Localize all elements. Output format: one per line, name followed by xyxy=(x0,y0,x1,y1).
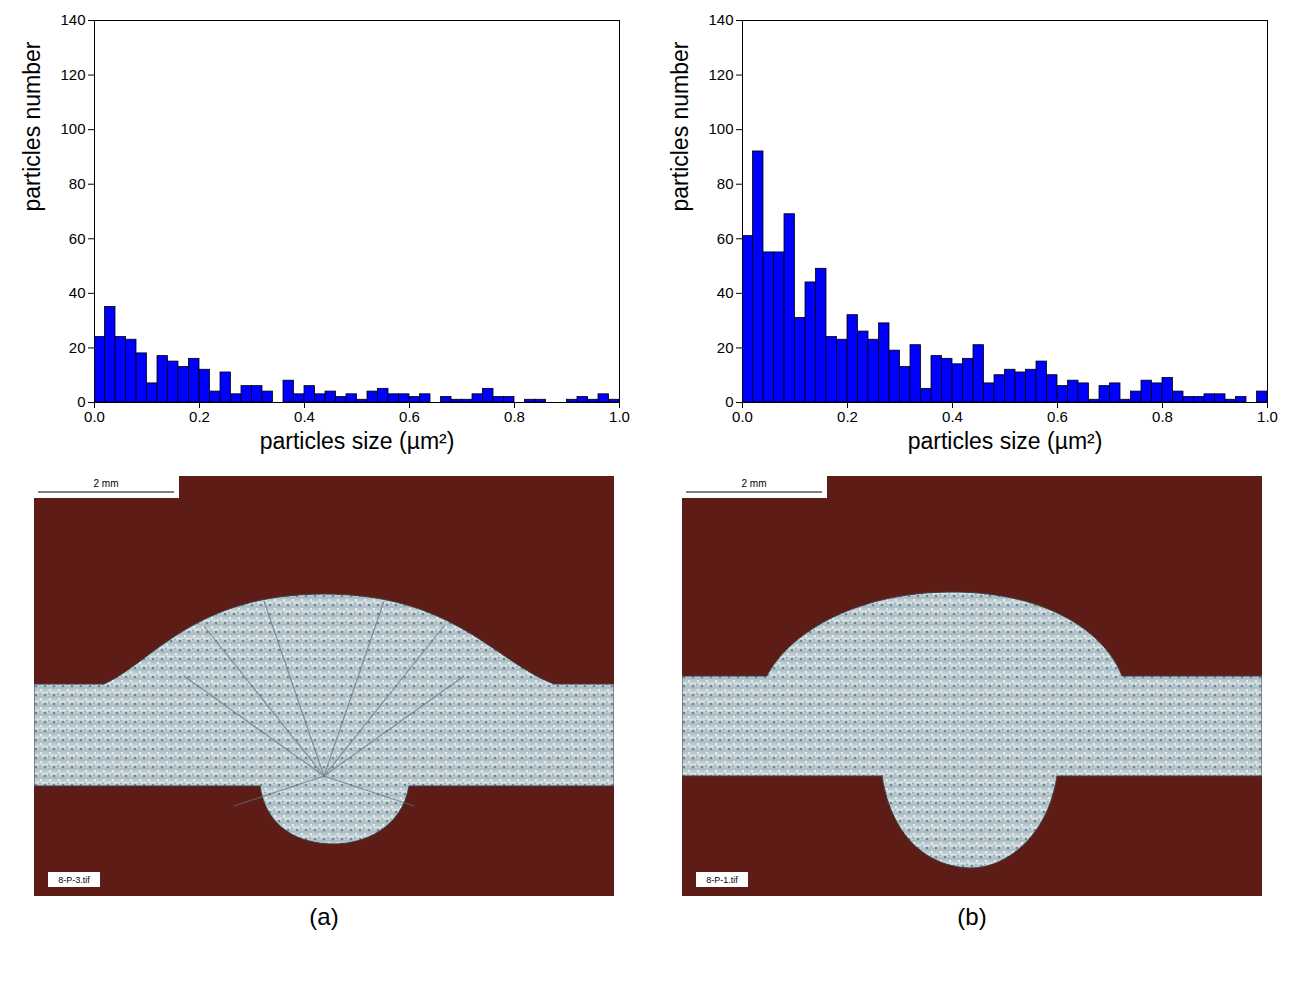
svg-text:100: 100 xyxy=(60,120,85,137)
svg-text:particles number: particles number xyxy=(19,41,45,211)
svg-text:particles size (µm²): particles size (µm²) xyxy=(908,428,1103,454)
svg-text:20: 20 xyxy=(717,339,734,356)
svg-text:8-P-1.tif: 8-P-1.tif xyxy=(706,875,738,885)
html-text:(b): (b) xyxy=(957,903,987,930)
svg-text:1.0: 1.0 xyxy=(609,408,630,425)
svg-text:0.2: 0.2 xyxy=(837,408,858,425)
svg-text:particles size (µm²): particles size (µm²) xyxy=(260,428,455,454)
svg-text:60: 60 xyxy=(717,230,734,247)
svg-text:80: 80 xyxy=(69,175,86,192)
svg-text:2 mm: 2 mm xyxy=(742,478,767,489)
svg-text:particles number: particles number xyxy=(667,41,693,211)
svg-text:0.8: 0.8 xyxy=(504,408,525,425)
svg-text:20: 20 xyxy=(69,339,86,356)
svg-text:100: 100 xyxy=(708,120,733,137)
svg-text:0.6: 0.6 xyxy=(399,408,420,425)
svg-text:0.2: 0.2 xyxy=(189,408,210,425)
svg-text:140: 140 xyxy=(708,11,733,28)
svg-text:0: 0 xyxy=(725,393,734,411)
svg-text:0.0: 0.0 xyxy=(732,408,753,425)
svg-text:40: 40 xyxy=(717,284,734,301)
svg-text:80: 80 xyxy=(717,175,734,192)
svg-text:1.0: 1.0 xyxy=(1257,408,1278,425)
svg-text:0: 0 xyxy=(77,393,86,411)
svg-text:40: 40 xyxy=(69,284,86,301)
svg-text:140: 140 xyxy=(60,11,85,28)
svg-text:0.4: 0.4 xyxy=(294,408,315,425)
svg-text:120: 120 xyxy=(708,66,733,83)
svg-text:0.4: 0.4 xyxy=(942,408,963,425)
svg-text:8-P-3.tif: 8-P-3.tif xyxy=(58,875,90,885)
svg-text:120: 120 xyxy=(60,66,85,83)
svg-text:0.0: 0.0 xyxy=(84,408,105,425)
svg-text:60: 60 xyxy=(69,230,86,247)
svg-text:0.8: 0.8 xyxy=(1152,408,1173,425)
svg-text:0.6: 0.6 xyxy=(1047,408,1068,425)
html-text:(a): (a) xyxy=(309,903,339,930)
svg-text:2 mm: 2 mm xyxy=(94,478,119,489)
